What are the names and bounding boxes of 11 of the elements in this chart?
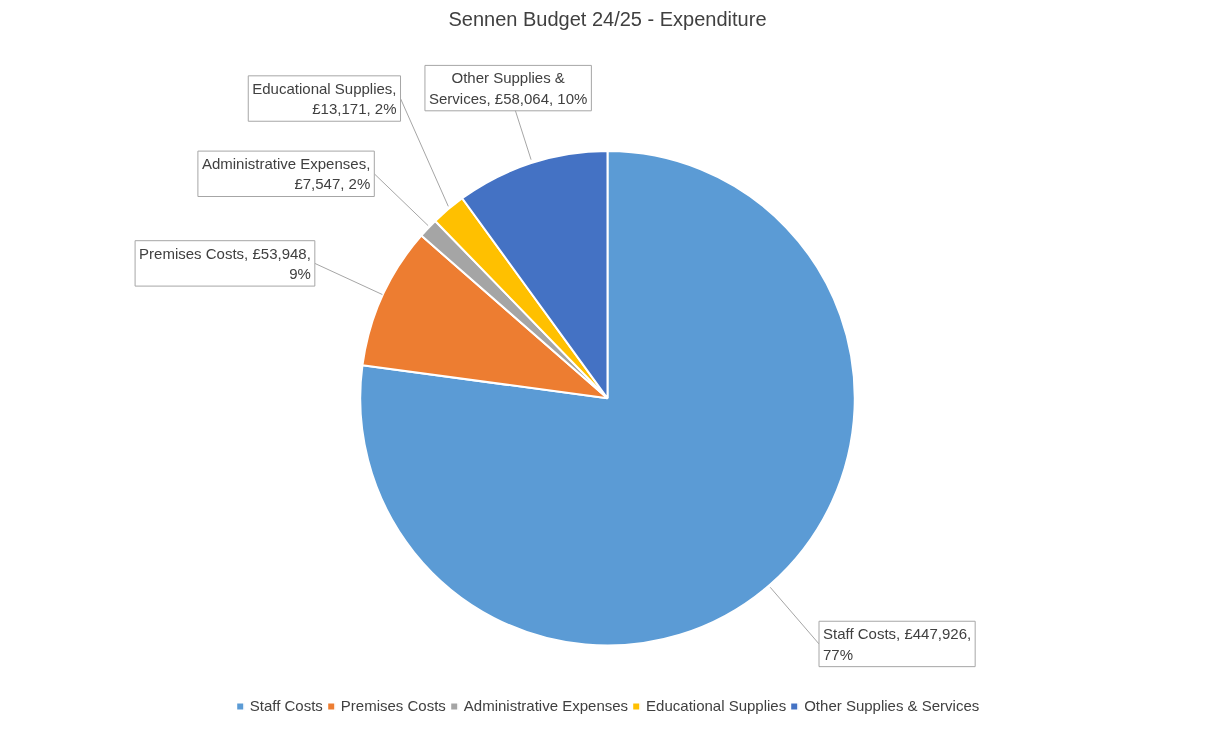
data-label: Premises Costs, £53,948, 9% [139,244,311,283]
legend-label: Educational Supplies [646,697,787,714]
data-label: Educational Supplies, £13,171, 2% [252,79,397,118]
data-label: Other Supplies & Services, £58,064, 10% [428,69,588,107]
legend-label: Other Supplies & Services [804,697,980,714]
legend-label: Premises Costs [340,697,446,714]
legend-label: Administrative Expenses [463,697,629,714]
legend-label: Staff Costs [249,697,323,714]
data-label: Staff Costs, £447,926, 77% [823,625,972,663]
chart-title: Sennen Budget 24/25 - Expenditure [448,7,767,30]
data-label: Administrative Expenses, £7,547, 2% [201,155,371,193]
